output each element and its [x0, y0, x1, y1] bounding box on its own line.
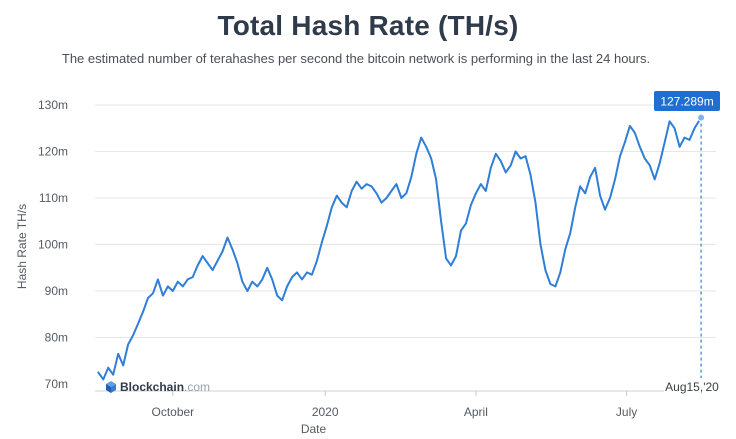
tooltip-background [654, 91, 720, 111]
brand-name: Blockchain [120, 380, 184, 394]
grid-lines [95, 104, 716, 392]
y-tick-label: 70m [45, 377, 68, 391]
y-tick-label: 130m [38, 98, 68, 112]
date-flag-label: Aug15,'20 [665, 380, 719, 394]
y-tick-label: 100m [38, 238, 68, 252]
x-axis-label: Date [301, 422, 327, 436]
x-tick-label: July [616, 405, 637, 419]
cube-right [111, 384, 116, 393]
chart-subtitle: The estimated number of terahashes per s… [61, 51, 651, 66]
chart-title: Total Hash Rate (TH/s) [217, 10, 519, 41]
date-flag-background [664, 378, 720, 396]
y-tick-label: 110m [39, 191, 68, 205]
blockchain-cube-icon [106, 381, 116, 393]
x-tick-label: 2020 [312, 405, 339, 419]
value-tooltip: 127.289m [654, 91, 720, 111]
hover-point-marker[interactable] [697, 113, 706, 122]
blockchain-logo[interactable]: Blockchain .com [106, 380, 210, 394]
brand-suffix: .com [184, 380, 210, 394]
series-line [97, 116, 703, 381]
y-tick-label: 90m [45, 284, 68, 298]
series-layer [97, 116, 703, 381]
y-axis-ticks: 70m 80m 90m 100m 110m 120m 130m [38, 98, 68, 391]
y-axis-label: Hash Rate TH/s [15, 204, 29, 289]
cube-left [106, 384, 111, 393]
tooltip-value: 127.289m [660, 95, 713, 109]
y-tick-label: 80m [45, 331, 68, 345]
date-flag: Aug15,'20 [664, 378, 720, 396]
x-axis-ticks: October 2020 April July [151, 391, 637, 419]
x-tick-label: October [151, 405, 194, 419]
y-tick-label: 120m [38, 145, 68, 159]
x-tick-label: April [464, 405, 488, 419]
